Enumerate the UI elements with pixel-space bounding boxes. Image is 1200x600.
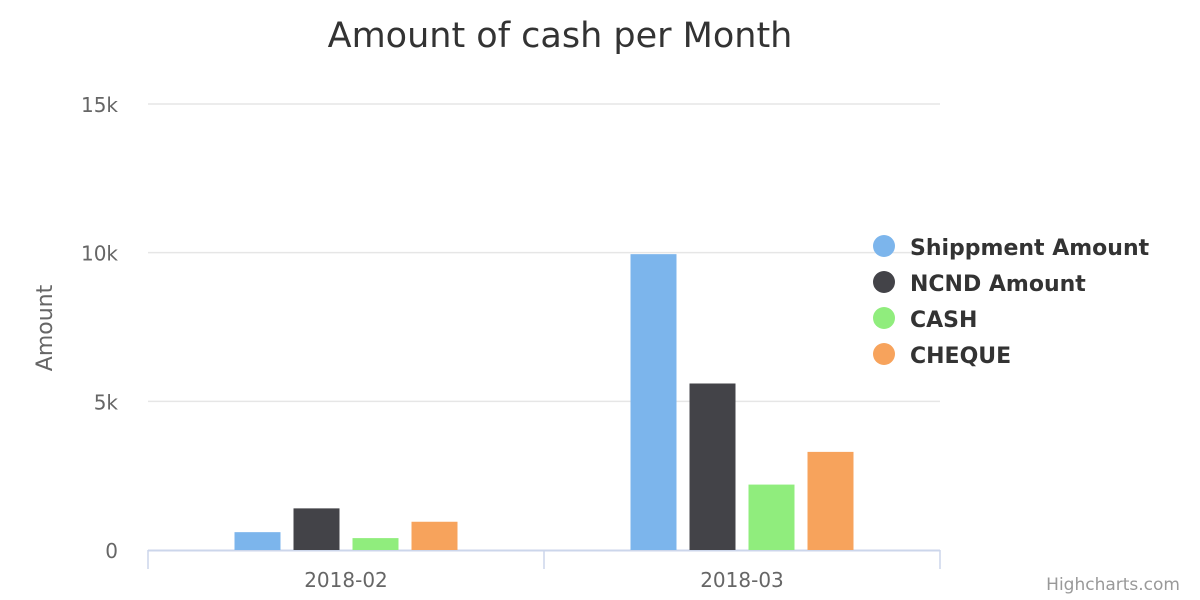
- legend[interactable]: Shippment Amount NCND Amount CASH CHEQUE: [873, 235, 1150, 369]
- y-tick-label: 5k: [94, 390, 119, 414]
- chart-title: Amount of cash per Month: [328, 16, 793, 56]
- bar[interactable]: [411, 521, 458, 550]
- y-tick-label: 0: [105, 539, 118, 563]
- legend-marker: [873, 343, 895, 365]
- legend-label: CHEQUE: [910, 344, 1011, 369]
- gridlines: [148, 103, 940, 403]
- legend-marker: [873, 271, 895, 293]
- bar[interactable]: [352, 538, 399, 550]
- y-axis-title: Amount: [33, 284, 58, 371]
- legend-marker: [873, 307, 895, 329]
- y-axis-ticks: 0 5k 10k 15k: [81, 93, 118, 563]
- legend-item[interactable]: Shippment Amount: [873, 235, 1150, 261]
- legend-label: CASH: [910, 308, 977, 333]
- bar[interactable]: [630, 254, 677, 551]
- bar[interactable]: [234, 532, 281, 550]
- x-tick-label: 2018-03: [700, 568, 784, 592]
- bar[interactable]: [748, 484, 795, 550]
- x-tick-label: 2018-02: [304, 568, 388, 592]
- legend-marker: [873, 235, 895, 257]
- y-tick-label: 15k: [81, 93, 118, 117]
- bar[interactable]: [689, 383, 736, 550]
- legend-item[interactable]: CHEQUE: [873, 343, 1011, 369]
- legend-label: Shippment Amount: [910, 236, 1150, 261]
- bars: [234, 254, 854, 551]
- x-axis: 2018-02 2018-03: [147, 549, 941, 592]
- legend-label: NCND Amount: [910, 272, 1086, 297]
- bar[interactable]: [807, 451, 854, 550]
- bar[interactable]: [293, 508, 340, 550]
- legend-item[interactable]: CASH: [873, 307, 977, 333]
- y-tick-label: 10k: [81, 242, 118, 266]
- credits-link[interactable]: Highcharts.com: [1046, 575, 1180, 595]
- legend-item[interactable]: NCND Amount: [873, 271, 1086, 297]
